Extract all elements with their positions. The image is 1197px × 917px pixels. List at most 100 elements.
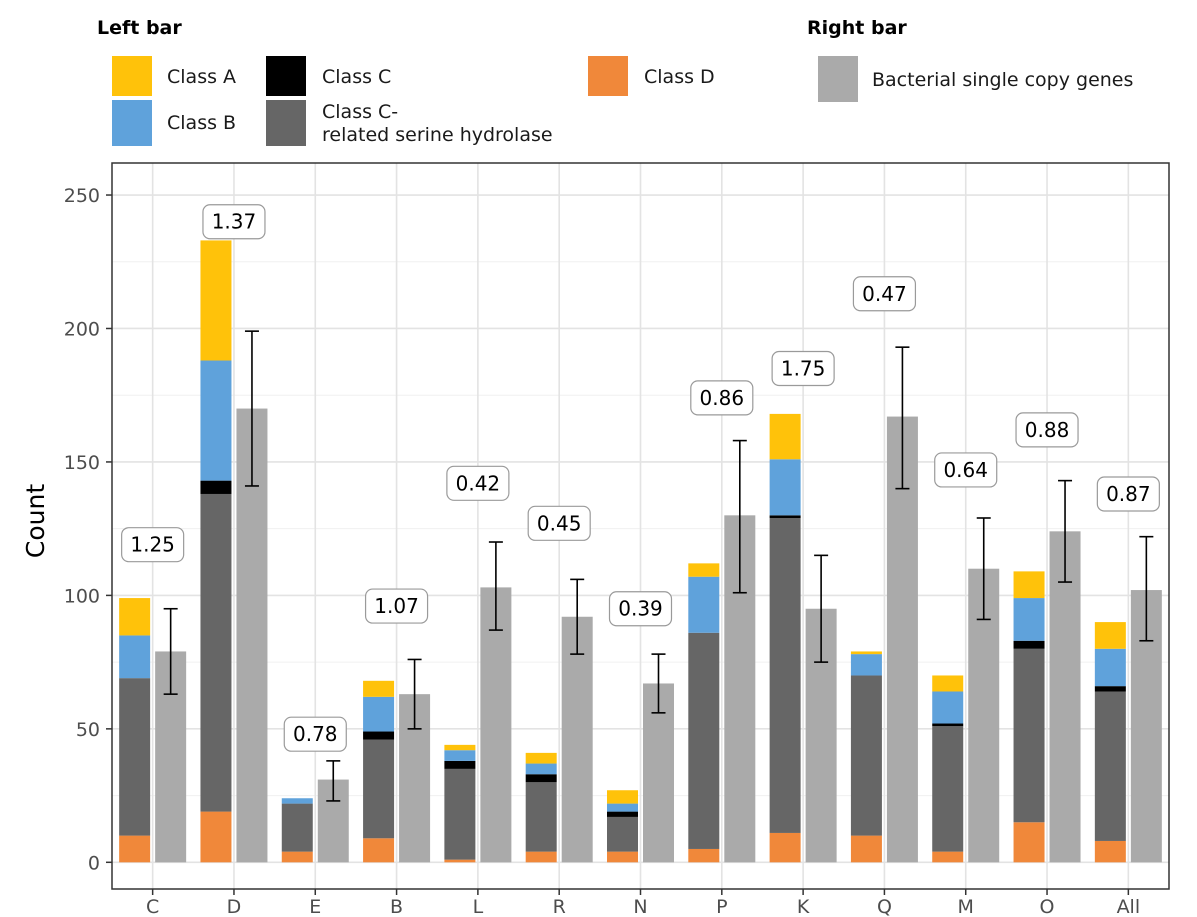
bar-class_c-d [200,480,232,494]
bar-class_b-p [688,576,720,633]
bar-class_c_related-q [850,675,882,836]
bar-class_d-r [525,851,557,863]
legend-label-bacterial-single-copy-genes: Bacterial single copy genes [872,69,1133,91]
bar-class_c-all [1094,686,1126,692]
bar-class_d-n [607,851,638,863]
error-bar-d [244,330,259,487]
plot-area: 1.25 1.37 0.78 1.07 0.42 0.45 0.39 0.86 1.75 0.47… [64,162,1170,917]
ratio-label-e: 0.78 [283,716,347,752]
bar-class_b-q [850,654,882,676]
svg-text:1.07: 1.07 [374,594,419,618]
error-bar-r [570,578,585,655]
bar-class_d-c [119,835,151,863]
ratio-label-o: 0.88 [1015,412,1079,448]
legend-label-class-a: Class A [167,66,236,88]
error-bar-k [814,554,829,663]
legend-title-left: Left bar [97,17,182,39]
bar-bscg-o [1049,531,1081,863]
bar-class_a-d [200,240,232,361]
ratio-label-p: 0.86 [690,380,754,416]
bar-class_a-p [688,563,720,577]
svg-text:1.75: 1.75 [781,357,826,381]
y-tick-label: 250 [64,185,100,207]
bar-class_a-k [769,413,801,460]
bar-class_c_related-b [363,739,395,839]
bar-class_c-l [444,760,476,769]
y-tick-label: 150 [64,452,100,474]
ratio-label-c: 1.25 [121,527,185,563]
ratio-label-d: 1.37 [202,204,266,240]
bar-class_a-b [363,680,395,697]
error-bar-l [488,541,503,631]
bar-class_d-q [850,835,882,863]
error-bar-p [732,439,747,594]
x-tick-label-c: C [146,896,159,917]
bar-class_d-k [769,832,801,863]
bar-class_c-m [932,723,964,727]
bar-class_d-o [1013,822,1045,863]
bar-class_c_related-c [119,678,151,836]
svg-text:0.39: 0.39 [618,597,663,621]
error-bar-b [407,658,422,730]
bar-class_c_related-d [200,493,232,812]
bar-class_a-c [119,598,151,636]
legend-swatch-class-b [112,100,152,146]
bar-class_b-r [525,763,557,775]
bar-class_b-all [1094,648,1126,687]
bar-class_c-r [525,774,557,783]
bar-class_a-o [1013,571,1045,599]
legend-swatch-class-d [588,56,628,96]
legend: Left bar Right bar Class A Class B Class… [97,17,1133,146]
legend-title-right: Right bar [807,17,907,39]
bar-class_c_related-all [1094,691,1126,841]
svg-text:0.47: 0.47 [862,282,907,306]
bar-class_c_related-o [1013,648,1045,823]
legend-label-class-c: Class C [322,66,391,88]
bar-class_c-n [607,811,638,817]
bar-class_c-o [1013,640,1045,649]
bar-class_b-m [932,691,964,724]
svg-text:1.25: 1.25 [130,533,175,557]
y-axis-title: Count [21,484,50,558]
x-tick-label-d: D [227,896,242,917]
y-tick-label: 50 [76,719,100,741]
bar-class_c_related-r [525,782,557,852]
svg-text:0.64: 0.64 [943,458,988,482]
bar-class_d-l [444,859,476,863]
bar-class_b-n [607,803,638,812]
x-tick-label-m: M [958,896,974,917]
error-bar-m [976,517,991,621]
error-bar-e [326,760,341,802]
x-tick-label-p: P [716,896,727,917]
bar-class_a-m [932,675,964,692]
x-tick-label-r: R [553,896,566,917]
bar-class_b-c [119,635,151,679]
bar-class_d-all [1094,840,1126,863]
bar-class_a-all [1094,622,1126,649]
ratio-label-r: 0.45 [527,505,591,541]
bar-class_b-d [200,360,232,481]
bar-class_c_related-m [932,726,964,852]
bar-class_c-b [363,731,395,740]
bar-class_a-q [850,651,882,655]
bar-bscg-l [480,587,512,863]
legend-label-class-c-related-line1: Class C- [322,101,398,123]
ratio-label-b: 1.07 [364,588,429,624]
ratio-label-q: 0.47 [852,276,917,312]
legend-label-class-c-related-line2: related serine hydrolase [322,124,553,146]
legend-swatch-class-c-related [266,100,306,146]
x-tick-label-b: B [390,896,403,917]
error-bar-c [163,607,178,695]
bar-bscg-q [886,416,918,863]
bar-class_b-e [281,798,313,804]
ratio-label-m: 0.64 [934,452,998,488]
x-tick-label-all: All [1117,896,1141,917]
y-tick-label: 200 [64,318,100,340]
svg-text:1.37: 1.37 [212,210,257,234]
x-tick-label-e: E [309,896,321,917]
ratio-label-n: 0.39 [608,591,673,627]
x-tick-label-l: L [473,896,484,917]
ratio-label-l: 0.42 [446,465,510,501]
bar-class_a-r [525,752,557,764]
